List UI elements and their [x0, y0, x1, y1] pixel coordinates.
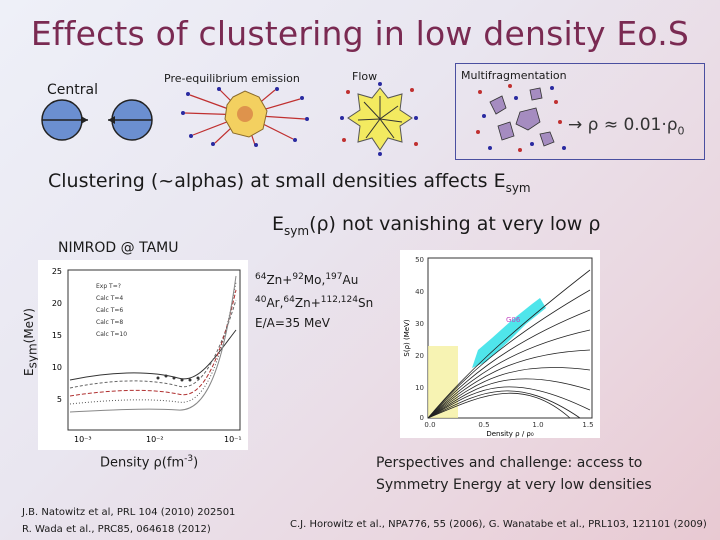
references-right: C.J. Horowitz et al., NPA776, 55 (2006),… [290, 519, 707, 530]
left-plot: 25 20 15 10 5 10⁻³ 10⁻² 10⁻¹ Exp T=? Cal… [38, 260, 248, 450]
xtick: 10⁻³ [74, 435, 92, 444]
multifragmentation-label: Multifragmentation [461, 69, 567, 82]
ytick: 10 [415, 384, 424, 392]
reaction-info: 64Zn+92Mo,197Au 40Ar,64Zn+112,124Sn E/A=… [255, 272, 374, 330]
ytick: 0 [420, 414, 424, 422]
slide-title: Effects of clustering in low density Eo.… [30, 14, 690, 53]
legend-entry: Calc T=4 [96, 295, 123, 302]
left-plot-xlabel: Density ρ(fm-3) [100, 454, 199, 471]
ytick: 20 [415, 352, 424, 360]
ytick: 5 [57, 395, 62, 404]
xtick: 10⁻¹ [224, 435, 242, 444]
xtick: 1.5 [582, 421, 593, 429]
nimrod-label: NIMROD @ TAMU [58, 240, 179, 256]
ytick: 20 [52, 299, 62, 308]
legend-entry: Exp T=? [96, 283, 121, 290]
left-plot-ylabel: Esym(MeV) [22, 308, 40, 376]
ytick: 10 [52, 363, 62, 372]
flow-diagram [340, 82, 418, 156]
legend-entry: Calc T=6 [96, 307, 123, 314]
ytick: 30 [415, 320, 424, 328]
xtick: 0.0 [424, 421, 435, 429]
references-left: J.B. Natowitz et al, PRL 104 (2010) 2025… [22, 507, 236, 535]
pre-equilibrium-label: Pre-equilibrium emission [164, 72, 300, 85]
xtick: 0.5 [478, 421, 489, 429]
right-plot-ylabel: S(ρ) (MeV) [403, 319, 411, 356]
multifragmentation-box [455, 63, 705, 160]
density-note: → ρ ≈ 0.01·ρ0 [568, 115, 685, 138]
xtick: 10⁻² [146, 435, 164, 444]
central-collision-diagram [41, 99, 153, 141]
right-plot: G06 50 40 30 20 10 0 0.0 0.5 1.0 1.5 Den… [400, 250, 600, 438]
clustering-statement: Clustering (~alphas) at small densities … [48, 170, 531, 195]
perspectives-text: Perspectives and challenge: access to Sy… [376, 455, 652, 493]
legend-entry: Calc T=10 [96, 331, 127, 338]
central-label: Central [47, 82, 98, 98]
right-plot-xlabel: Density ρ / ρ₀ [486, 430, 534, 438]
xtick: 1.0 [532, 421, 543, 429]
flow-label: Flow [352, 70, 378, 83]
ytick: 15 [52, 331, 62, 340]
esym-note: Esym(ρ) not vanishing at very low ρ [272, 213, 601, 238]
ytick: 25 [52, 267, 62, 276]
ytick: 50 [415, 256, 424, 264]
legend-entry: Calc T=8 [96, 319, 123, 326]
ytick: 40 [415, 288, 424, 296]
pre-equilibrium-diagram [181, 87, 309, 147]
g06-annotation: G06 [506, 316, 521, 324]
multifragmentation-diagram [476, 84, 566, 152]
